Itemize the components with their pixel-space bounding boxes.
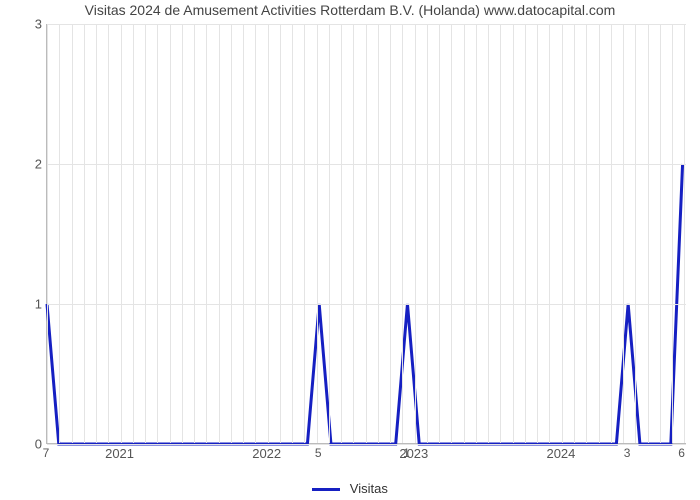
- gridline-v: [84, 24, 85, 443]
- gridline-v: [243, 24, 244, 443]
- gridline-v: [611, 24, 612, 443]
- legend: Visitas: [0, 481, 700, 496]
- chart-title: Visitas 2024 de Amusement Activities Rot…: [0, 2, 700, 18]
- gridline-v: [574, 24, 575, 443]
- gridline-v: [476, 24, 477, 443]
- y-tick-label: 1: [6, 297, 42, 312]
- gridline-v: [439, 24, 440, 443]
- gridline-v: [182, 24, 183, 443]
- gridline-v: [488, 24, 489, 443]
- x-point-label: 7: [43, 446, 50, 460]
- gridline-v: [292, 24, 293, 443]
- x-point-label: 5: [315, 446, 322, 460]
- y-tick-label: 0: [6, 437, 42, 452]
- x-year-label: 2024: [546, 446, 575, 461]
- gridline-v: [280, 24, 281, 443]
- gridline-v: [304, 24, 305, 443]
- gridline-v: [378, 24, 379, 443]
- gridline-v: [268, 24, 269, 443]
- legend-swatch: [312, 488, 340, 491]
- gridline-v: [623, 24, 624, 443]
- gridline-v: [317, 24, 318, 443]
- y-tick-label: 3: [6, 17, 42, 32]
- gridline-v: [170, 24, 171, 443]
- gridline-v: [219, 24, 220, 443]
- gridline-v: [635, 24, 636, 443]
- gridline-v: [586, 24, 587, 443]
- x-year-label: 2021: [105, 446, 134, 461]
- gridline-v: [562, 24, 563, 443]
- gridline-v: [96, 24, 97, 443]
- gridline-v: [121, 24, 122, 443]
- plot-area: [46, 24, 686, 444]
- gridline-v: [157, 24, 158, 443]
- gridline-v: [231, 24, 232, 443]
- x-point-label: 3: [624, 446, 631, 460]
- gridline-v: [648, 24, 649, 443]
- line-series: [47, 24, 687, 444]
- gridline-v: [59, 24, 60, 443]
- gridline-v: [194, 24, 195, 443]
- gridline-v: [415, 24, 416, 443]
- gridline-v: [464, 24, 465, 443]
- x-point-label: 1: [403, 446, 410, 460]
- gridline-v: [206, 24, 207, 443]
- gridline-v: [451, 24, 452, 443]
- gridline-v: [145, 24, 146, 443]
- gridline-v: [402, 24, 403, 443]
- gridline-v: [353, 24, 354, 443]
- gridline-v: [329, 24, 330, 443]
- chart-container: { "chart": { "type": "line", "title": "V…: [0, 0, 700, 500]
- gridline-v: [390, 24, 391, 443]
- gridline-v: [366, 24, 367, 443]
- gridline-v: [427, 24, 428, 443]
- gridline-v: [72, 24, 73, 443]
- gridline-h: [47, 444, 686, 445]
- gridline-v: [255, 24, 256, 443]
- y-tick-label: 2: [6, 157, 42, 172]
- gridline-v: [133, 24, 134, 443]
- gridline-v: [47, 24, 48, 443]
- legend-label: Visitas: [350, 481, 388, 496]
- gridline-v: [672, 24, 673, 443]
- gridline-v: [108, 24, 109, 443]
- gridline-v: [341, 24, 342, 443]
- gridline-v: [684, 24, 685, 443]
- gridline-v: [525, 24, 526, 443]
- gridline-v: [513, 24, 514, 443]
- gridline-v: [660, 24, 661, 443]
- gridline-v: [599, 24, 600, 443]
- gridline-v: [549, 24, 550, 443]
- x-year-label: 2022: [252, 446, 281, 461]
- gridline-v: [537, 24, 538, 443]
- gridline-v: [500, 24, 501, 443]
- x-point-label: 6: [678, 446, 685, 460]
